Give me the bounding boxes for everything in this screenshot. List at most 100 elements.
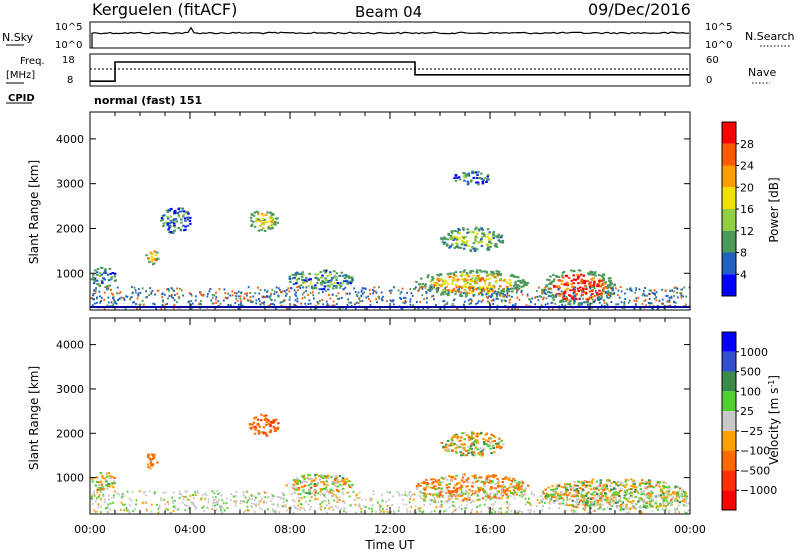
ground-scatter-cell: [154, 293, 156, 296]
ground-scatter-cell: [552, 307, 554, 310]
data-cell: [481, 182, 485, 185]
ground-scatter-cell: [313, 490, 316, 493]
data-cell: [551, 485, 554, 488]
ground-scatter-cell: [124, 503, 126, 506]
ground-scatter-cell: [274, 509, 277, 512]
ground-scatter-cell: [594, 298, 597, 301]
ground-scatter-cell: [645, 496, 648, 499]
data-cell: [582, 494, 585, 497]
ground-scatter-cell: [490, 296, 492, 298]
ground-scatter-cell: [503, 295, 506, 298]
colorbar-tick-label: 16: [740, 203, 754, 216]
ground-scatter-cell: [496, 493, 498, 496]
ground-scatter-cell: [365, 296, 368, 299]
data-cell: [667, 493, 670, 496]
data-cell: [486, 274, 490, 277]
data-cell: [605, 486, 608, 489]
data-cell: [253, 225, 257, 228]
data-cell: [463, 280, 466, 283]
data-cell: [323, 475, 326, 478]
ground-scatter-cell: [662, 501, 664, 504]
data-cell: [174, 226, 177, 229]
data-cell: [452, 491, 455, 494]
ground-scatter-cell: [274, 512, 277, 514]
data-cell: [266, 220, 269, 223]
ground-scatter-cell: [673, 492, 675, 495]
data-cell: [160, 217, 164, 220]
ground-scatter-cell: [419, 510, 422, 513]
ground-scatter-cell: [429, 498, 431, 501]
data-cell: [497, 270, 501, 273]
ground-scatter-cell: [670, 501, 673, 504]
ground-scatter-cell: [368, 507, 371, 510]
data-cell: [571, 499, 574, 502]
data-cell: [497, 496, 501, 499]
data-cell: [552, 501, 556, 504]
data-cell: [347, 281, 350, 284]
data-cell: [499, 278, 503, 281]
ground-scatter-cell: [465, 504, 468, 507]
data-cell: [604, 287, 607, 290]
ground-scatter-cell: [454, 509, 456, 512]
ground-scatter-cell: [186, 490, 189, 493]
data-cell: [642, 482, 645, 485]
ground-scatter-cell: [634, 291, 637, 294]
data-cell: [437, 479, 440, 482]
ground-scatter-cell: [354, 498, 356, 501]
ground-scatter-cell: [541, 509, 543, 512]
data-cell: [482, 233, 486, 236]
data-cell: [546, 278, 549, 281]
ground-scatter-cell: [554, 302, 557, 305]
ground-scatter-cell: [526, 501, 529, 504]
data-cell: [440, 476, 444, 479]
ground-scatter-cell: [612, 493, 615, 496]
data-cell: [497, 233, 500, 236]
ground-scatter-cell: [382, 295, 384, 298]
data-cell: [563, 283, 567, 286]
ground-scatter-cell: [126, 295, 129, 298]
ground-scatter-cell: [685, 295, 687, 298]
data-cell: [609, 485, 612, 487]
data-cell: [560, 491, 563, 493]
ground-scatter-cell: [361, 300, 364, 302]
ground-scatter-cell: [367, 298, 370, 301]
ground-scatter-cell: [235, 491, 238, 493]
ground-scatter-cell: [485, 293, 488, 296]
ground-scatter-cell: [319, 490, 322, 493]
data-cell: [490, 433, 493, 436]
data-cell: [323, 483, 326, 486]
ground-scatter-cell: [120, 501, 123, 504]
ground-scatter-cell: [676, 291, 678, 294]
ground-scatter-cell: [578, 297, 581, 300]
data-cell: [589, 498, 593, 501]
ground-scatter-cell: [570, 509, 573, 512]
ground-scatter-cell: [613, 292, 616, 294]
data-cell: [676, 486, 680, 488]
ground-scatter-cell: [382, 508, 384, 511]
ground-scatter-cell: [292, 499, 294, 502]
data-cell: [508, 490, 511, 493]
ground-scatter-cell: [531, 491, 533, 494]
data-cell: [520, 488, 523, 490]
data-cell: [470, 485, 474, 488]
colorbar-frame: [721, 331, 737, 511]
ground-scatter-cell: [414, 508, 417, 511]
ground-scatter-cell: [663, 509, 665, 512]
ground-scatter-cell: [505, 300, 507, 302]
data-cell: [482, 231, 485, 234]
data-cell: [302, 475, 305, 478]
ground-scatter-cell: [188, 506, 191, 509]
data-cell: [467, 286, 471, 289]
data-cell: [515, 284, 518, 286]
y-tick-label: 1000: [56, 267, 84, 280]
ground-scatter-cell: [419, 286, 421, 289]
data-cell: [434, 488, 437, 491]
ground-scatter-cell: [494, 501, 497, 503]
data-cell: [162, 222, 166, 225]
ground-scatter-cell: [152, 302, 155, 305]
ground-scatter-cell: [669, 289, 671, 292]
colorbar-swatch: [722, 411, 736, 431]
colorbar-swatch: [722, 391, 736, 412]
ground-scatter-cell: [500, 491, 503, 494]
data-cell: [497, 272, 500, 275]
